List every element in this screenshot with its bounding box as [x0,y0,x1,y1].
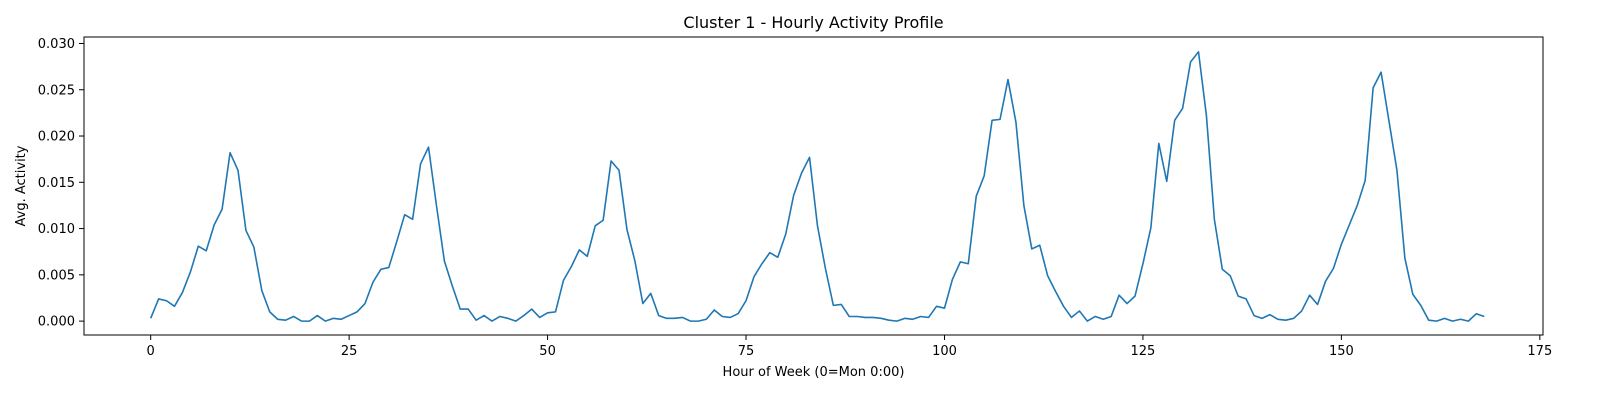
y-tick-label: 0.015 [38,176,75,191]
x-tick-label: 150 [1329,344,1354,359]
x-tick-label: 125 [1131,344,1156,359]
x-tick-label: 25 [341,344,358,359]
x-tick-label: 0 [147,344,155,359]
y-tick-label: 0.005 [38,268,75,283]
axes-layer: 0 25 50 75 100 125 150 175 0.000 0.005 0.010 0.015 0… [38,37,1552,359]
y-tick-label: 0.030 [38,37,75,52]
y-tick-label: 0.025 [38,83,75,98]
x-axis-label: Hour of Week (0=Mon 0:00) [723,365,905,380]
plot-frame [83,36,1544,336]
chart-title: Cluster 1 - Hourly Activity Profile [683,13,943,32]
y-axis-label: Avg. Activity [14,145,29,226]
x-tick-label: 75 [738,344,755,359]
plot-layer [149,51,1485,322]
y-tick-label: 0.010 [38,222,75,237]
x-tick-label: 175 [1527,344,1552,359]
y-tick-label: 0.020 [38,130,75,145]
x-tick-label: 50 [539,344,556,359]
x-tick-label: 100 [932,344,957,359]
y-tick-label: 0.000 [38,315,75,330]
series-line [149,51,1485,322]
